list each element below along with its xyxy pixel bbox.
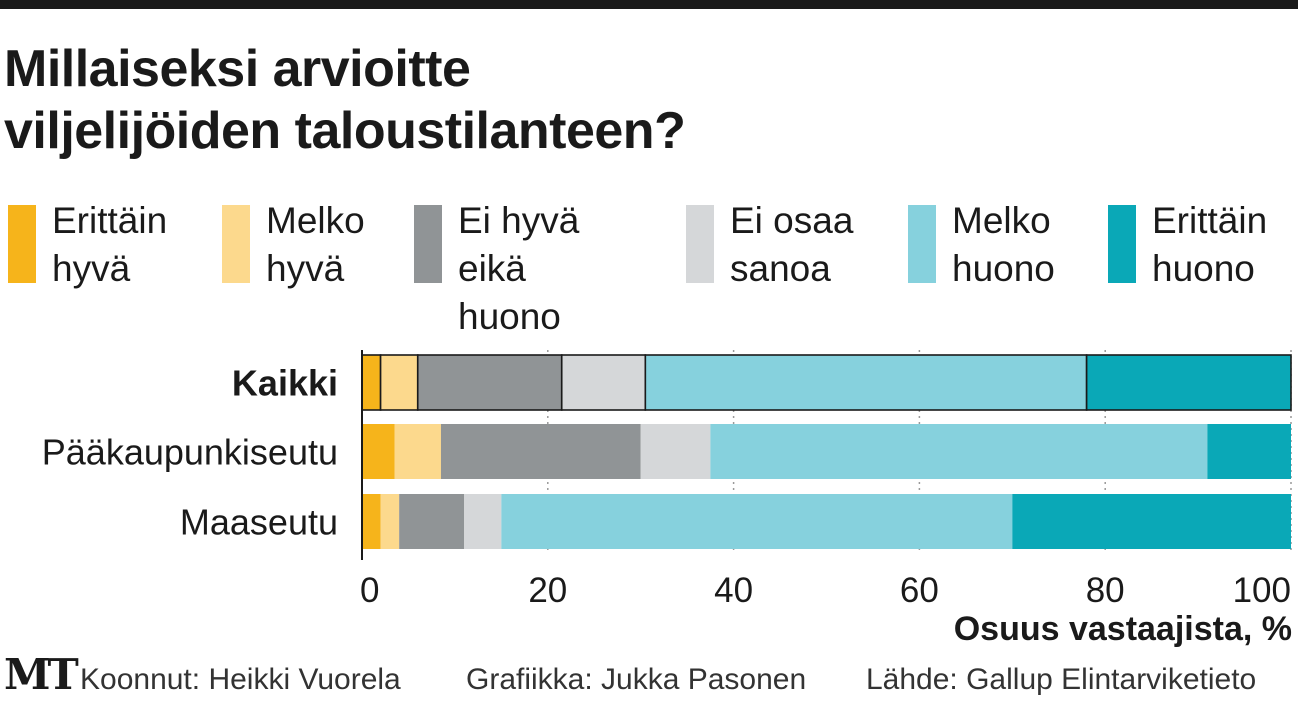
bars [361, 350, 1292, 560]
mt-logo: MT [4, 650, 79, 699]
bar-segment [560, 354, 647, 411]
bar-segment [640, 424, 711, 479]
bar-segment [644, 354, 1088, 411]
x-tick-label: 0 [360, 571, 379, 610]
category-label: Pääkaupunkiseutu [42, 432, 338, 473]
stacked-bar-chart: Kaikki Pääkaupunkiseutu Maaseutu 0 20 40 60 80… [42, 350, 1292, 648]
bar-segment [362, 424, 395, 479]
x-axis-label: Osuus vastaajista, % [954, 610, 1292, 648]
category-label: Kaikki [232, 363, 338, 404]
legend-swatch [908, 205, 936, 283]
legend-label: Melko huono [952, 200, 1055, 289]
x-tick-label: 100 [1233, 571, 1291, 610]
legend-swatch [222, 205, 250, 283]
credit-source: Lähde: Gallup Elintarviketieto [866, 663, 1257, 696]
bar-segment [379, 354, 419, 411]
bar-segment [416, 354, 563, 411]
legend-label: Ei hyvä eikä huono [458, 200, 580, 337]
bar-segment [1085, 354, 1292, 411]
legend-label: Erittäin huono [1152, 200, 1268, 289]
legend-label: Erittäin hyvä [52, 200, 168, 289]
bar-segment [1207, 424, 1291, 479]
bar-segment [394, 424, 441, 479]
bar-segment [464, 494, 502, 549]
category-label: Maaseutu [180, 502, 338, 543]
legend-label: Ei osaa sanoa [730, 200, 854, 289]
legend-swatch [8, 205, 36, 283]
credit-compiled: Koonnut: Heikki Vuorela [80, 663, 401, 696]
bar-segment [710, 424, 1208, 479]
legend-swatch [1108, 205, 1136, 283]
bar-segment [362, 494, 381, 549]
chart-title-line-2: viljelijöiden taloustilanteen? [4, 102, 686, 160]
chart-title: Millaiseksi arvioitte viljelijöiden talo… [4, 38, 1204, 162]
footer: MT Koonnut: Heikki Vuorela Grafiikka: Ju… [0, 650, 1298, 699]
legend-swatch [414, 205, 442, 283]
category-labels: Kaikki Pääkaupunkiseutu Maaseutu [42, 363, 338, 543]
x-tick-label: 40 [714, 571, 753, 610]
bar-segment [440, 424, 641, 479]
x-tick-label: 80 [1086, 571, 1125, 610]
legend-swatch [686, 205, 714, 283]
bar-segment [1012, 494, 1291, 549]
bar-segment [399, 494, 465, 549]
x-tick-labels: 0 20 40 60 80 100 [360, 571, 1291, 610]
top-rule [0, 0, 1298, 9]
x-tick-label: 20 [528, 571, 567, 610]
credit-graphics: Grafiikka: Jukka Pasonen [466, 663, 807, 696]
legend-label: Melko hyvä [266, 200, 365, 289]
bar-segment [361, 354, 382, 411]
bar-segment [380, 494, 400, 549]
chart-title-line-1: Millaiseksi arvioitte [4, 40, 471, 98]
bar-segment [501, 494, 1013, 549]
x-tick-label: 60 [900, 571, 939, 610]
